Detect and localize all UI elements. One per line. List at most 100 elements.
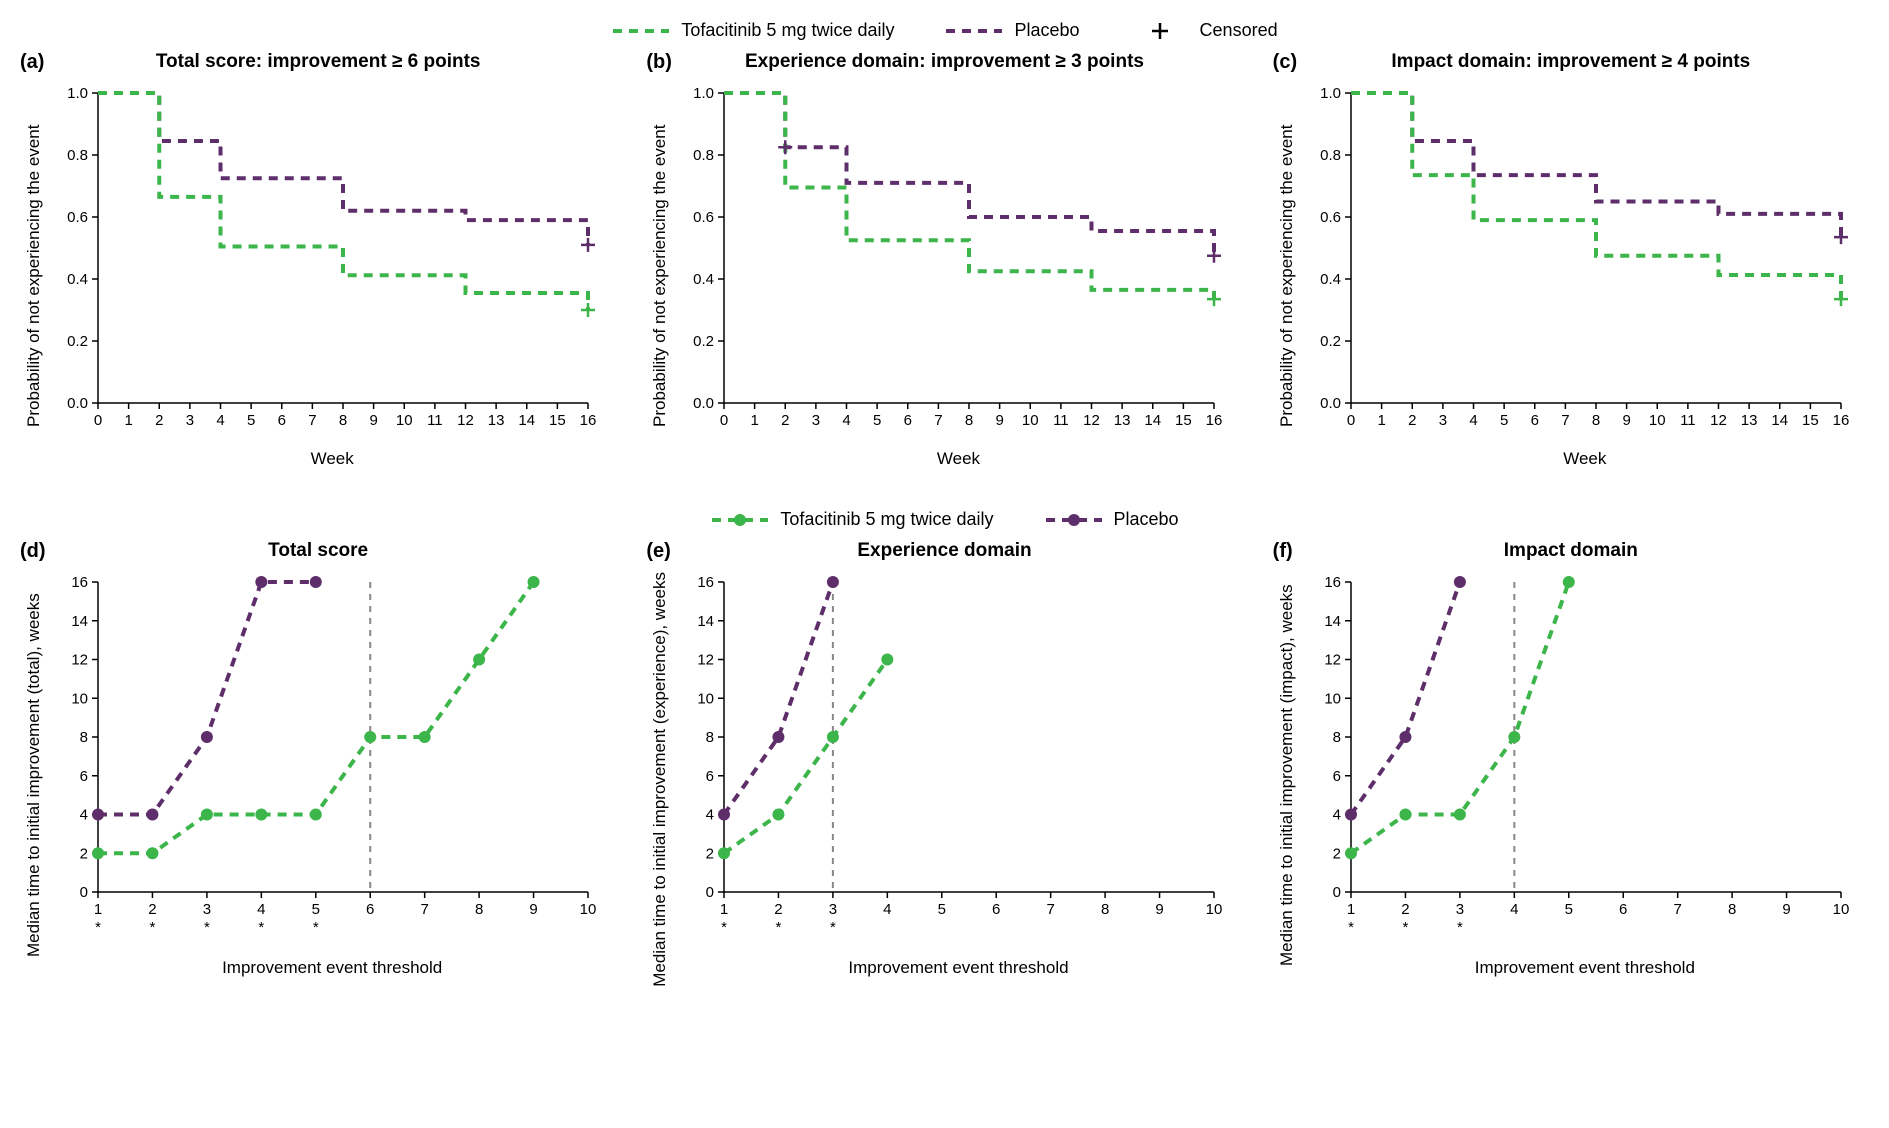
- svg-text:8: 8: [339, 412, 347, 429]
- svg-text:3: 3: [812, 412, 820, 429]
- svg-text:1: 1: [720, 901, 728, 918]
- panel-label: (d): [20, 540, 46, 563]
- chart-area: 0.00.20.40.60.81.00123456789101112131415…: [674, 83, 1242, 469]
- svg-text:8: 8: [706, 729, 714, 746]
- legend-label: Tofacitinib 5 mg twice daily: [780, 509, 993, 530]
- significance-asterisk: *: [204, 919, 210, 936]
- svg-text:2: 2: [80, 845, 88, 862]
- significance-asterisk: *: [313, 919, 319, 936]
- x-axis-label: Week: [674, 449, 1242, 469]
- tofacitinib-marker: [528, 576, 540, 588]
- svg-text:0: 0: [1346, 412, 1354, 429]
- svg-text:13: 13: [1114, 412, 1131, 429]
- threshold-chart: 024681012141612345678910*****: [48, 572, 608, 952]
- svg-text:4: 4: [257, 901, 265, 918]
- legend-label: Censored: [1200, 20, 1278, 41]
- svg-text:3: 3: [1438, 412, 1446, 429]
- svg-text:2: 2: [148, 901, 156, 918]
- svg-text:10: 10: [1649, 412, 1666, 429]
- svg-text:6: 6: [278, 412, 286, 429]
- placebo-line: [724, 93, 1214, 256]
- x-axis-label: Week: [48, 449, 616, 469]
- svg-text:12: 12: [71, 652, 88, 669]
- svg-text:12: 12: [457, 412, 474, 429]
- svg-text:2: 2: [155, 412, 163, 429]
- svg-text:10: 10: [71, 690, 88, 707]
- placebo-marker: [718, 809, 730, 821]
- y-axis-label: Median time to initial improvement (impa…: [1273, 572, 1301, 978]
- svg-text:9: 9: [1782, 901, 1790, 918]
- svg-text:10: 10: [1832, 901, 1849, 918]
- chart-wrap: Median time to initial improvement (impa…: [1273, 572, 1869, 978]
- svg-text:10: 10: [1022, 412, 1039, 429]
- svg-text:13: 13: [1740, 412, 1757, 429]
- svg-text:2: 2: [1408, 412, 1416, 429]
- placebo-marker: [201, 731, 213, 743]
- svg-text:11: 11: [427, 412, 443, 429]
- tofacitinib-marker: [1454, 809, 1466, 821]
- chart-area: 024681012141612345678910***Improvement e…: [1301, 572, 1869, 978]
- significance-asterisk: *: [1457, 919, 1463, 936]
- svg-text:12: 12: [1324, 652, 1341, 669]
- svg-text:11: 11: [1680, 412, 1696, 429]
- y-axis-label: Probability of not experiencing the even…: [646, 83, 674, 469]
- svg-text:15: 15: [1802, 412, 1819, 429]
- svg-text:0.6: 0.6: [67, 209, 88, 226]
- svg-text:16: 16: [580, 412, 597, 429]
- panel-e: (e)Experience domainMedian time to initi…: [646, 540, 1242, 987]
- svg-text:0.2: 0.2: [693, 333, 714, 350]
- svg-text:10: 10: [1206, 901, 1223, 918]
- svg-text:16: 16: [698, 574, 715, 591]
- svg-text:9: 9: [369, 412, 377, 429]
- panel-title: Total score: [20, 540, 616, 562]
- significance-asterisk: *: [1402, 919, 1408, 936]
- panel-f: (f)Impact domainMedian time to initial i…: [1273, 540, 1869, 987]
- svg-text:5: 5: [873, 412, 881, 429]
- svg-text:0.0: 0.0: [67, 395, 88, 412]
- km-chart: 0.00.20.40.60.81.00123456789101112131415…: [48, 83, 608, 443]
- svg-text:12: 12: [1083, 412, 1100, 429]
- svg-text:5: 5: [938, 901, 946, 918]
- svg-text:5: 5: [1500, 412, 1508, 429]
- panel-label: (e): [646, 540, 670, 563]
- y-axis-label: Probability of not experiencing the even…: [1273, 83, 1301, 469]
- svg-text:1: 1: [1346, 901, 1354, 918]
- x-axis-label: Improvement event threshold: [1301, 958, 1869, 978]
- chart-wrap: Probability of not experiencing the even…: [646, 83, 1242, 469]
- svg-text:1: 1: [124, 412, 132, 429]
- svg-text:6: 6: [706, 768, 714, 785]
- svg-text:15: 15: [1175, 412, 1192, 429]
- svg-text:8: 8: [1728, 901, 1736, 918]
- tofacitinib-marker: [1345, 847, 1357, 859]
- legend-swatch: [710, 510, 770, 530]
- panel-title: Experience domain: improvement ≥ 3 point…: [646, 51, 1242, 73]
- legend-swatch: [1130, 21, 1190, 41]
- svg-text:0: 0: [706, 884, 714, 901]
- svg-text:14: 14: [71, 613, 88, 630]
- svg-text:16: 16: [71, 574, 88, 591]
- svg-text:4: 4: [706, 807, 714, 824]
- svg-text:6: 6: [904, 412, 912, 429]
- placebo-marker: [146, 809, 158, 821]
- placebo-marker: [1345, 809, 1357, 821]
- chart-area: 0.00.20.40.60.81.00123456789101112131415…: [48, 83, 616, 469]
- placebo-line: [1351, 582, 1460, 815]
- svg-text:16: 16: [1324, 574, 1341, 591]
- legend-swatch: [944, 21, 1004, 41]
- legend-item: Censored: [1130, 20, 1278, 41]
- km-chart: 0.00.20.40.60.81.00123456789101112131415…: [1301, 83, 1861, 443]
- svg-text:4: 4: [1332, 807, 1340, 824]
- tofacitinib-marker: [473, 654, 485, 666]
- tofacitinib-marker: [92, 847, 104, 859]
- svg-text:1.0: 1.0: [1320, 85, 1341, 102]
- x-axis-label: Improvement event threshold: [674, 958, 1242, 978]
- tofacitinib-line: [724, 93, 1214, 299]
- svg-text:8: 8: [1591, 412, 1599, 429]
- svg-text:0.6: 0.6: [1320, 209, 1341, 226]
- svg-text:7: 7: [935, 412, 943, 429]
- svg-text:0.8: 0.8: [1320, 147, 1341, 164]
- tofacitinib-marker: [773, 809, 785, 821]
- tofacitinib-marker: [364, 731, 376, 743]
- svg-text:4: 4: [883, 901, 891, 918]
- svg-text:0.2: 0.2: [67, 333, 88, 350]
